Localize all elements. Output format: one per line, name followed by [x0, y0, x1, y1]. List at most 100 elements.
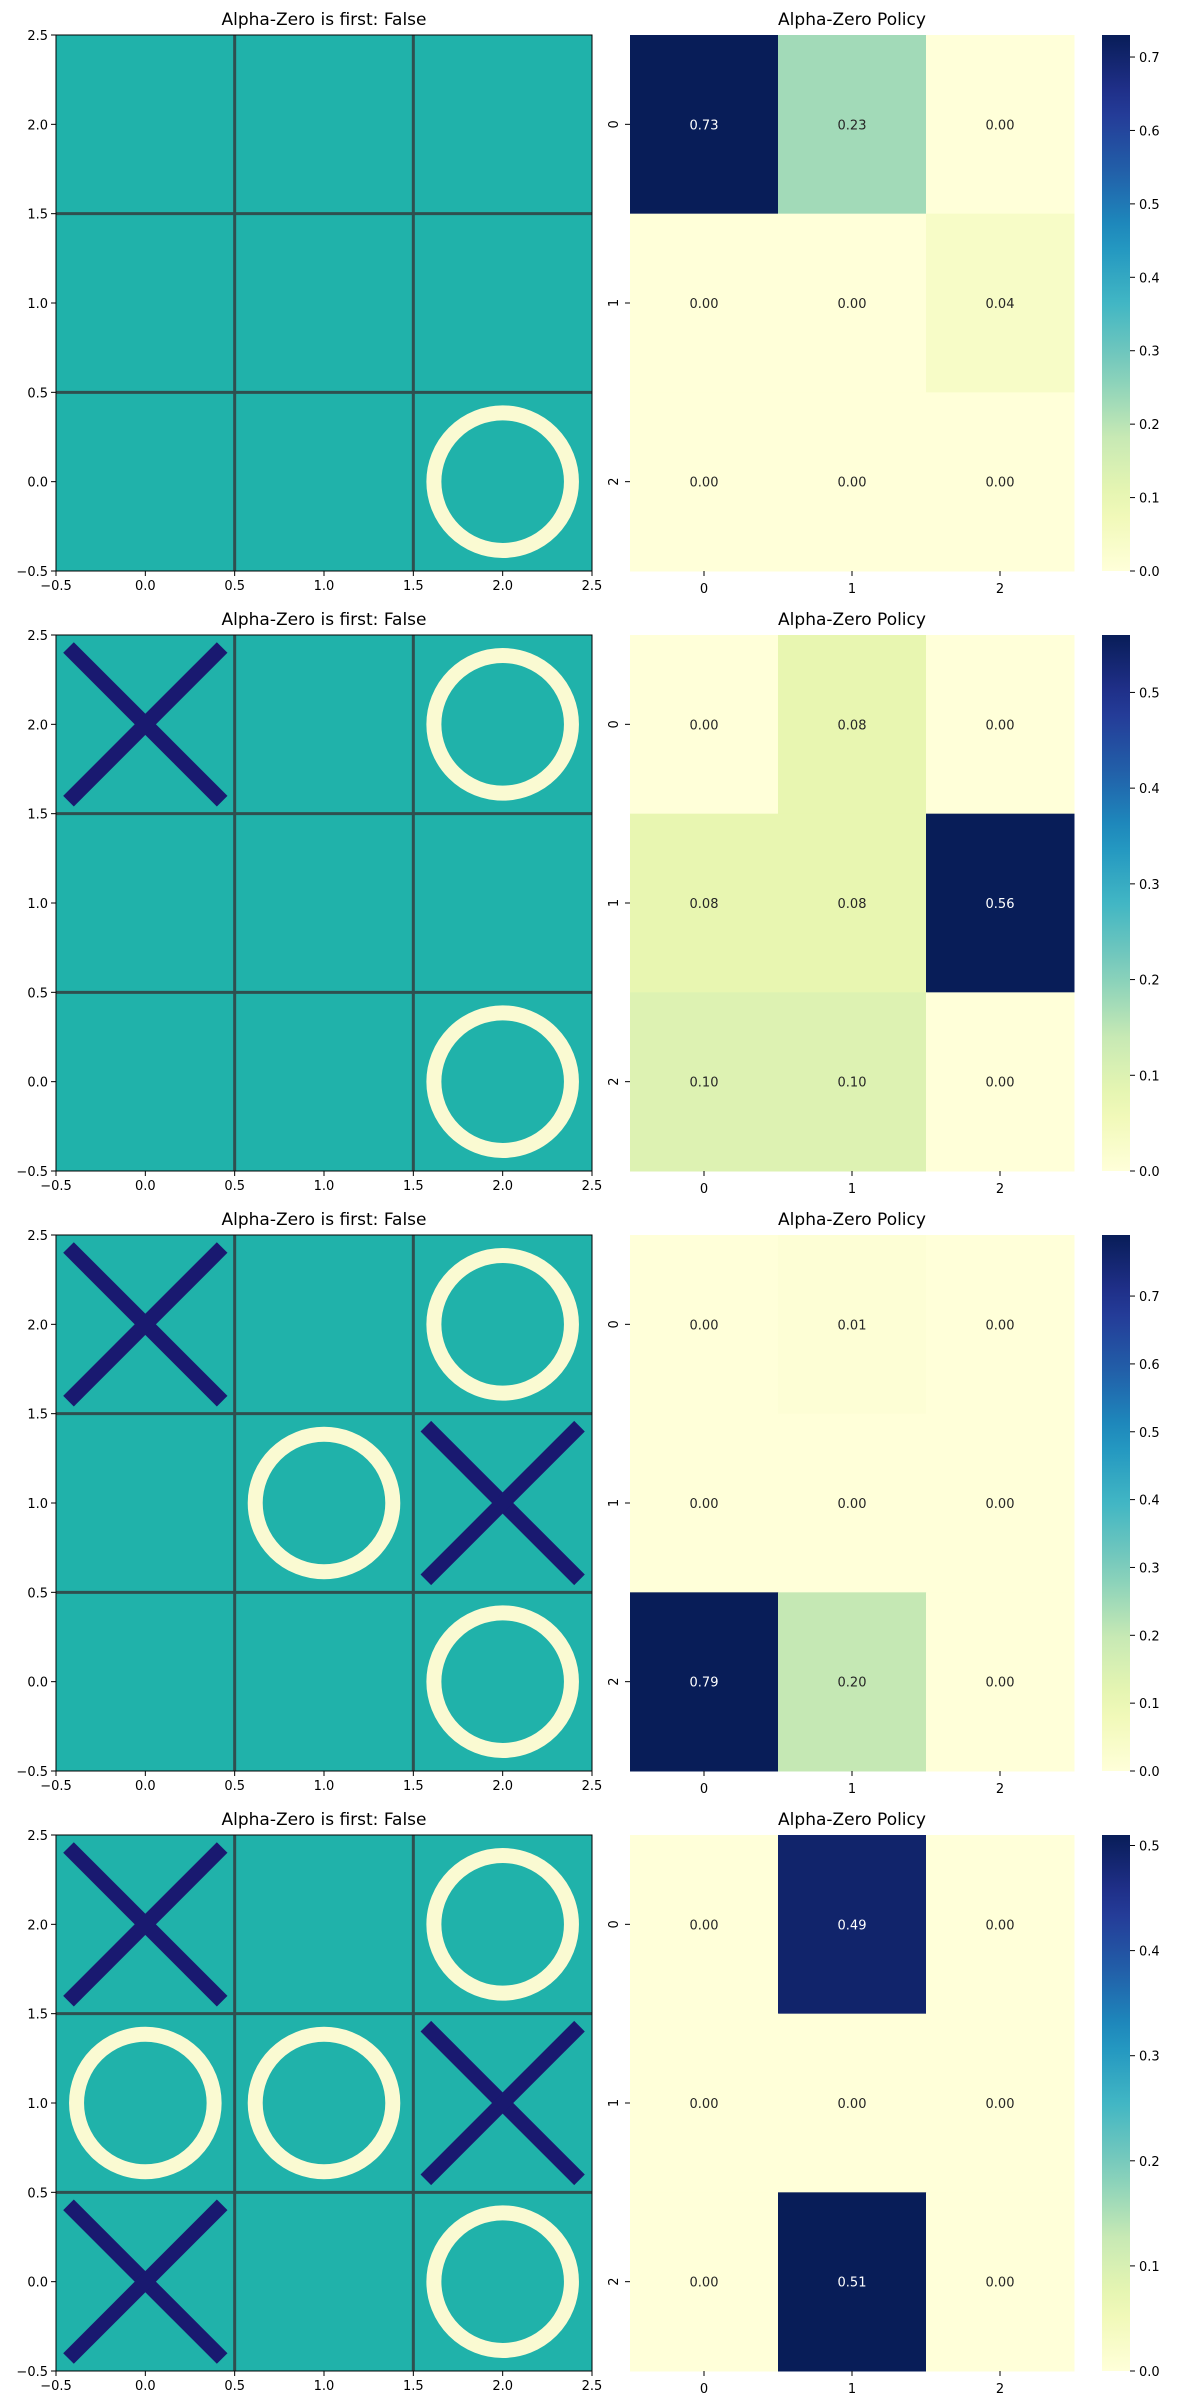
x-mark — [63, 2199, 228, 2364]
heatmap-cell — [630, 813, 779, 993]
y-tick-label: 2.5 — [27, 1829, 48, 1844]
heatmap-cell — [630, 392, 779, 572]
colorbar-tick-label: 0.3 — [1139, 2050, 1160, 2065]
heatmap-title: Alpha-Zero Policy — [778, 10, 926, 30]
heatmap-cell — [630, 992, 779, 1172]
heatmap-cell — [630, 1413, 779, 1593]
heatmap-value-label: 0.51 — [838, 2276, 867, 2291]
x-tick-label: −0.5 — [40, 1779, 72, 1794]
heatmap-value-label: 0.00 — [986, 1076, 1015, 1091]
board-background — [56, 35, 592, 571]
colorbar-tick-label: 0.1 — [1139, 1069, 1160, 1084]
heatmap-value-label: 0.23 — [838, 118, 867, 133]
x-tick-label: 1 — [848, 2382, 856, 2397]
heatmap-cell — [926, 392, 1075, 572]
colorbar — [1102, 635, 1130, 1171]
x-tick-label: 0 — [700, 1782, 708, 1797]
x-tick-label: −0.5 — [40, 2379, 72, 2394]
y-tick-label: 1 — [607, 899, 622, 907]
y-tick-label: 1.0 — [27, 897, 48, 912]
x-tick-label: 2.5 — [582, 1179, 603, 1194]
heatmap-value-label: 0.00 — [986, 1918, 1015, 1933]
colorbar — [1102, 1835, 1130, 2371]
heatmap-value-label: 0.00 — [986, 118, 1015, 133]
heatmap-title: Alpha-Zero Policy — [778, 1210, 926, 1230]
colorbar-tick-label: 0.4 — [1139, 782, 1160, 797]
colorbar-tick-label: 0.6 — [1139, 1358, 1160, 1373]
board-panel-3: Alpha-Zero is first: False −0.5−0.5 0.0 0.0… — [16, 1810, 602, 2394]
colorbar-tick-label: 0.1 — [1139, 1697, 1160, 1712]
x-tick-label: 2 — [996, 2382, 1004, 2397]
x-tick-label: 0.0 — [135, 579, 156, 594]
y-tick-label: 1.5 — [27, 2008, 48, 2023]
x-tick-label: 1.0 — [314, 579, 335, 594]
x-tick-label: 1.5 — [403, 1779, 424, 1794]
y-tick-label: −0.5 — [16, 2365, 48, 2380]
colorbar-tick-label: 0.2 — [1139, 974, 1160, 989]
o-mark — [426, 2205, 579, 2358]
y-tick-label: −0.5 — [16, 565, 48, 580]
x-tick-label: 2.0 — [492, 1179, 513, 1194]
colorbar-tick-label: 0.0 — [1139, 565, 1160, 580]
y-tick-label: 1.0 — [27, 297, 48, 312]
heatmap-cell — [778, 2013, 927, 2193]
x-tick-label: 0 — [700, 2382, 708, 2397]
heatmap-cell — [630, 2013, 779, 2193]
x-tick-label: 0.0 — [135, 2379, 156, 2394]
heatmap-cell — [778, 992, 927, 1172]
y-tick-label: 2.5 — [27, 629, 48, 644]
y-tick-label: 0.0 — [27, 2276, 48, 2291]
heatmap-cell — [630, 1592, 779, 1772]
heatmap-value-label: 0.10 — [690, 1076, 719, 1091]
board-title: Alpha-Zero is first: False — [221, 10, 426, 30]
x-tick-label: 2 — [996, 1782, 1004, 1797]
y-tick-label: 0.0 — [27, 476, 48, 491]
y-tick-label: 0 — [607, 720, 622, 728]
x-mark-stroke — [420, 1420, 585, 1586]
x-mark — [420, 2020, 585, 2186]
heatmap-value-label: 0.00 — [838, 1497, 867, 1512]
x-mark-stroke — [420, 2020, 585, 2186]
heatmap-cell — [926, 1235, 1075, 1415]
x-tick-label: 2.5 — [582, 1779, 603, 1794]
heatmap-cell — [926, 1592, 1075, 1772]
heatmap-value-label: 0.00 — [690, 1318, 719, 1333]
colorbar-tick-label: 0.6 — [1139, 124, 1160, 139]
heatmap-value-label: 0.00 — [838, 2097, 867, 2112]
heatmap-value-label: 0.00 — [690, 1497, 719, 1512]
heatmap-value-label: 0.56 — [986, 897, 1015, 912]
heatmap-cell — [926, 1413, 1075, 1593]
heatmap-cell — [926, 213, 1075, 393]
y-tick-label: 2.5 — [27, 29, 48, 44]
colorbar-tick-label: 0.3 — [1139, 1561, 1160, 1576]
y-tick-label: 1.0 — [27, 1497, 48, 1512]
heatmap-cell — [926, 35, 1075, 215]
o-mark — [247, 2026, 401, 2180]
x-tick-label: 1.0 — [314, 2379, 335, 2394]
heatmap-cell — [926, 2192, 1075, 2372]
x-tick-label: 1 — [848, 1182, 856, 1197]
heatmap-value-label: 0.01 — [838, 1318, 867, 1333]
y-tick-label: 0.5 — [27, 1586, 48, 1601]
colorbar-tick-label: 0.5 — [1139, 198, 1160, 213]
colorbar-tick-label: 0.4 — [1139, 1494, 1160, 1509]
x-tick-label: 0.0 — [135, 1179, 156, 1194]
heatmap-cell — [778, 813, 927, 993]
x-tick-label: 0 — [700, 582, 708, 597]
heatmap-cell — [926, 1835, 1075, 2015]
heatmap-value-label: 0.00 — [690, 2097, 719, 2112]
heatmap-value-label: 0.00 — [838, 476, 867, 491]
o-mark — [426, 1248, 579, 1401]
y-tick-label: 1.5 — [27, 208, 48, 223]
heatmap-value-label: 0.00 — [690, 718, 719, 733]
x-tick-label: 0.5 — [224, 579, 245, 594]
colorbar-tick-label: 0.1 — [1139, 492, 1160, 507]
heatmap-value-label: 0.00 — [690, 297, 719, 312]
x-tick-label: 1.0 — [314, 1179, 335, 1194]
y-tick-label: 1 — [607, 1499, 622, 1507]
colorbar — [1102, 1235, 1130, 1771]
colorbar-tick-label: 0.2 — [1139, 1629, 1160, 1644]
x-mark-stroke — [63, 2199, 228, 2364]
